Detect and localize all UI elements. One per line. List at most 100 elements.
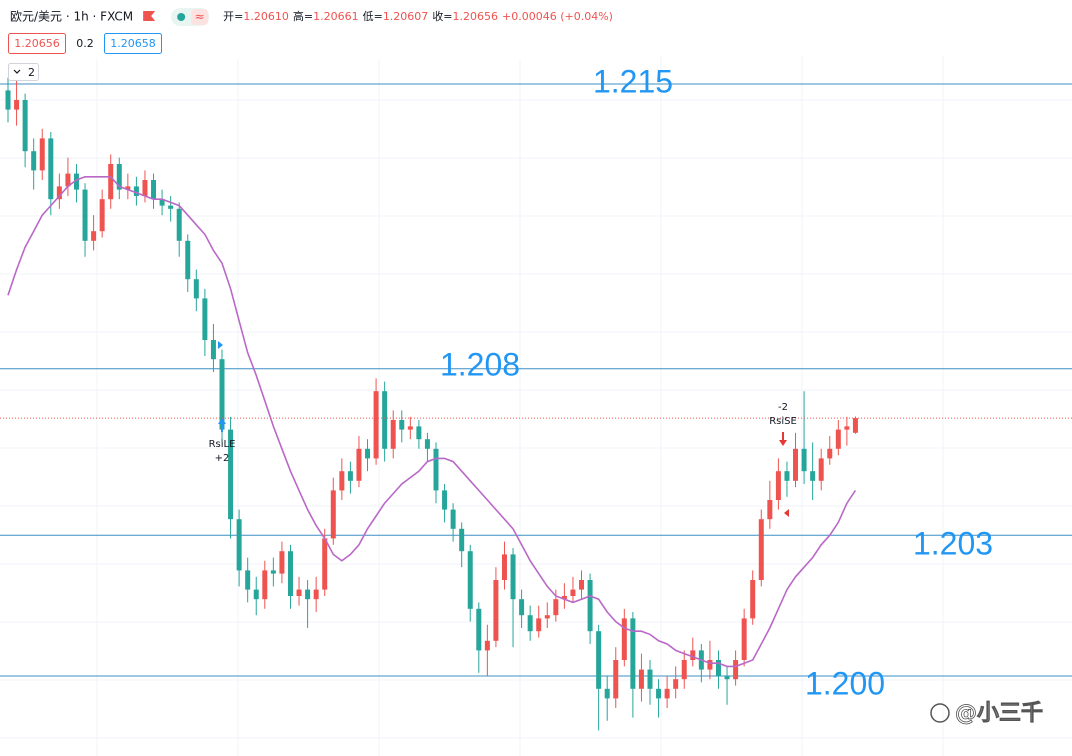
candle-body xyxy=(399,420,405,430)
toggle-dot xyxy=(177,13,186,21)
bid[interactable]: 1.20656 xyxy=(14,37,60,50)
ohlc-label: 收= xyxy=(432,9,452,23)
bid-box[interactable] xyxy=(8,33,66,54)
header: 欧元/美元 · 1h · FXCM ≈ 开= 1.20610 高= 1.20661 低= 1.… xyxy=(0,0,613,81)
candle-body xyxy=(681,660,687,680)
collapse-chevron xyxy=(13,69,21,74)
candle-body xyxy=(810,471,816,481)
ask[interactable]: 1.20658 xyxy=(110,37,156,50)
candle-body xyxy=(570,589,576,596)
ask-box[interactable] xyxy=(104,33,162,54)
change: +0.00046 (+0.04%) xyxy=(502,10,613,23)
candle-body xyxy=(382,391,388,449)
candle-body xyxy=(433,448,439,491)
candle-body xyxy=(31,151,37,171)
flag-icon xyxy=(143,11,156,21)
watermark-logo xyxy=(930,703,950,723)
candle-body xyxy=(14,100,20,110)
candle-body xyxy=(99,199,105,232)
candle-body xyxy=(287,551,293,596)
signal-label: RsiLE xyxy=(209,439,236,450)
candle-body xyxy=(715,660,721,676)
candle-body xyxy=(673,679,679,689)
candle-body xyxy=(741,618,747,660)
candle-body xyxy=(647,669,653,689)
candle-body xyxy=(48,138,54,200)
candle-body xyxy=(587,580,593,632)
candle-body xyxy=(621,618,627,660)
candle-body xyxy=(690,650,696,660)
candle-body xyxy=(758,519,764,580)
candle-body xyxy=(270,570,276,574)
candle-body xyxy=(116,164,122,190)
signal-label: RsiSE xyxy=(769,416,797,427)
candle-body xyxy=(484,640,490,651)
candle-body xyxy=(125,186,131,190)
candle-body xyxy=(638,669,644,689)
candle-body xyxy=(245,570,251,590)
ohlc-value: 1.20656 xyxy=(453,10,499,23)
level-annotation: 1.200 xyxy=(805,665,885,701)
candle-body xyxy=(579,580,585,590)
levels: 1.215 1.208 1.203 1.200 xyxy=(0,63,1072,701)
candle-body xyxy=(108,164,114,200)
candle-body xyxy=(22,100,28,152)
candle-body xyxy=(176,208,182,241)
spread: 0.2 xyxy=(76,37,94,50)
toggle-label[interactable]: ≈ xyxy=(195,10,205,24)
level-annotation: 1.208 xyxy=(440,346,520,382)
candle-body xyxy=(407,426,413,430)
candle-body xyxy=(476,608,482,651)
candle-body xyxy=(5,90,11,110)
candle-body xyxy=(56,186,62,200)
candle-body xyxy=(210,340,216,360)
candle-body xyxy=(844,426,850,430)
candle-body xyxy=(827,448,833,459)
signal-qty: -2 xyxy=(778,402,788,413)
candle-body xyxy=(356,448,362,481)
ohlc-value: 1.20607 xyxy=(383,10,429,23)
candle-body xyxy=(852,418,858,433)
candle-body xyxy=(305,589,311,600)
signal-arrow-down xyxy=(779,432,787,446)
watermark: @小三千 xyxy=(955,701,1043,726)
candle-body xyxy=(501,554,507,580)
candle-body xyxy=(630,618,636,689)
ohlc-value: 1.20661 xyxy=(313,10,359,23)
candle-body xyxy=(775,471,781,500)
candle-body xyxy=(784,471,790,481)
ohlc-label: 低= xyxy=(363,10,383,23)
candle-body xyxy=(91,231,97,241)
ohlc-value: 1.20610 xyxy=(243,10,289,23)
candle-body xyxy=(510,554,516,600)
candle-body xyxy=(193,279,199,299)
candle-body xyxy=(228,429,234,520)
candle-body xyxy=(330,490,336,539)
level-annotation: 1.215 xyxy=(593,63,673,99)
toggle-btn[interactable] xyxy=(191,9,209,25)
signal-qty: +2 xyxy=(215,453,230,464)
plot: RsiLE +2 -2 RsiSE xyxy=(0,77,1072,731)
signal-tri xyxy=(218,341,223,349)
candle-body xyxy=(416,426,422,440)
candle-body xyxy=(664,688,670,699)
candle-body xyxy=(450,509,456,529)
candle-body xyxy=(142,180,148,196)
candle-body xyxy=(801,448,807,472)
candle-body xyxy=(459,528,465,552)
candle-body xyxy=(424,439,430,449)
candle-body xyxy=(262,570,268,600)
collapse-count[interactable]: 2 xyxy=(28,66,35,79)
candle-body xyxy=(365,448,371,459)
candle-body xyxy=(613,660,619,699)
ohlc-label: 开= xyxy=(223,10,243,23)
candle-body xyxy=(707,660,713,670)
candle-body xyxy=(82,189,88,241)
collapse-box[interactable] xyxy=(8,63,39,81)
candle-body xyxy=(168,205,174,209)
candle-body xyxy=(733,660,739,680)
ohlc-label: 高= xyxy=(293,9,313,23)
signal-arrow-up xyxy=(218,418,226,432)
